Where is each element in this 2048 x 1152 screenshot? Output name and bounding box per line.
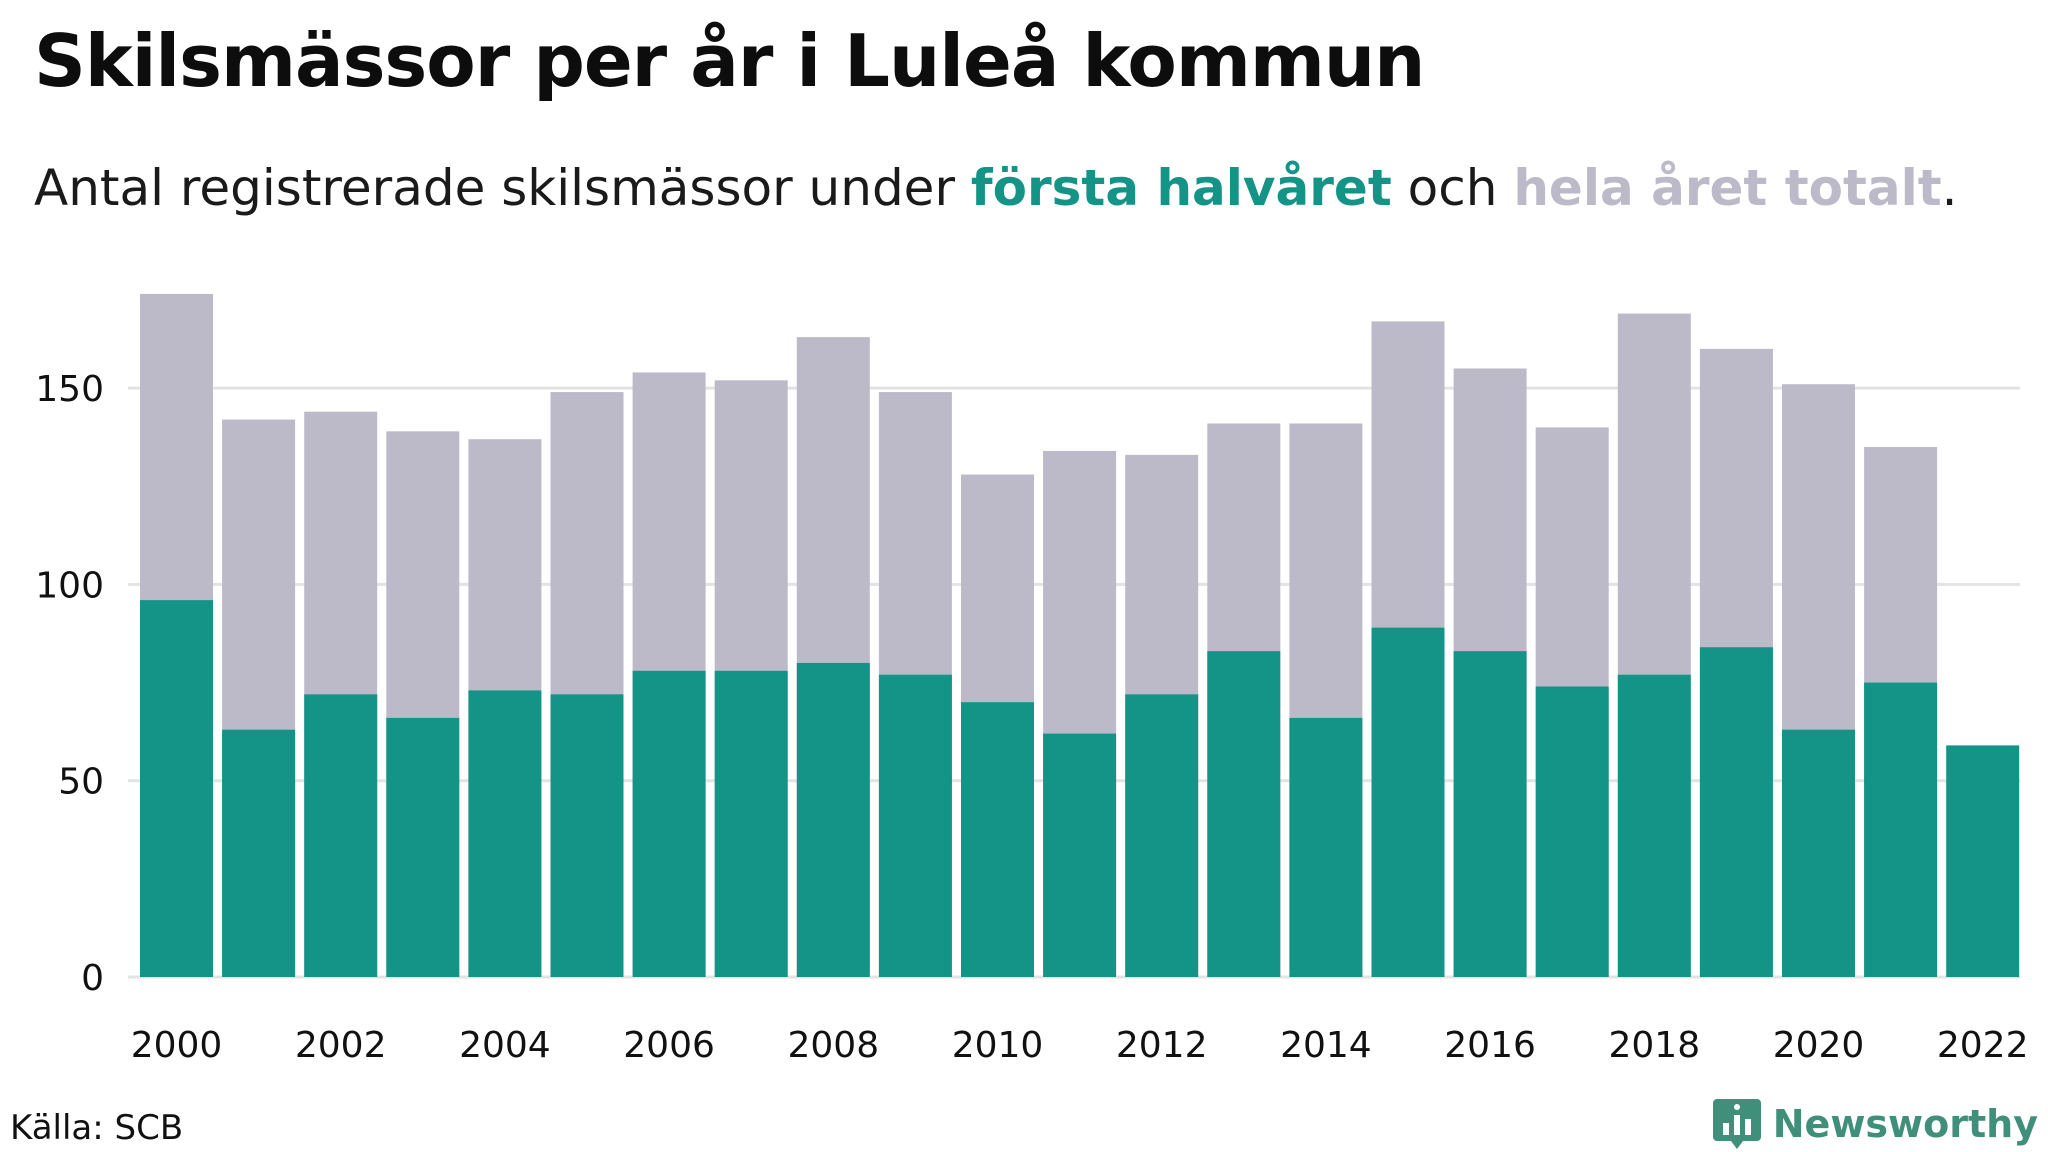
x-tick-label: 2008: [787, 1025, 879, 1066]
bar-first-half-2009: [878, 674, 952, 977]
x-tick-label: 2010: [952, 1025, 1044, 1066]
chart-title: Skilsmässor per år i Luleå kommun: [34, 19, 1425, 103]
newsworthy-logo: Newsworthy: [1712, 1096, 2038, 1152]
newsworthy-logo-icon: [1712, 1099, 1761, 1149]
y-tick-label: 0: [81, 958, 104, 999]
bar-first-half-2018: [1617, 674, 1691, 977]
x-tick-label: 2004: [459, 1025, 551, 1066]
subtitle-suffix: .: [1941, 159, 1958, 217]
bar-first-half-2006: [632, 670, 706, 977]
y-axis-tick-labels: 0 50 100 150: [35, 369, 104, 999]
x-axis-tick-labels: 2000 2002 2004 2006 2008 2010 2012 2014 2016 2018…: [131, 1025, 2029, 1066]
x-tick-label: 2012: [1116, 1025, 1208, 1066]
subtitle-prefix: Antal registrerade skilsmässor under: [34, 159, 971, 217]
x-tick-label: 2018: [1608, 1025, 1700, 1066]
y-tick-label: 100: [35, 565, 104, 606]
chart-subtitle: Antal registrerade skilsmässor under för…: [34, 158, 1958, 218]
bar-first-half-2022: [1946, 745, 2020, 977]
x-tick-label: 2000: [131, 1025, 223, 1066]
x-tick-label: 2002: [295, 1025, 387, 1066]
source-note: Källa: SCB: [10, 1108, 184, 1148]
bar-first-half-2019: [1699, 647, 1773, 977]
bar-first-half-2007: [714, 670, 788, 977]
x-tick-label: 2016: [1444, 1025, 1536, 1066]
bar-first-half-2021: [1864, 682, 1938, 977]
x-tick-label: 2020: [1773, 1025, 1865, 1066]
bars: [140, 293, 2020, 978]
bar-first-half-2015: [1371, 627, 1445, 977]
x-tick-label: 2006: [623, 1025, 715, 1066]
bar-first-half-2000: [140, 600, 213, 977]
subtitle-first-half-highlight: första halvåret: [970, 159, 1392, 217]
brand-name: Newsworthy: [1772, 1102, 2038, 1146]
bar-first-half-2005: [550, 694, 624, 977]
subtitle-total-highlight: hela året totalt: [1513, 159, 1942, 217]
bar-first-half-2003: [386, 717, 460, 977]
bar-first-half-2002: [304, 694, 378, 977]
bar-first-half-2013: [1207, 651, 1281, 977]
bar-first-half-2004: [468, 690, 542, 977]
bar-first-half-2010: [961, 702, 1034, 977]
bar-first-half-2017: [1535, 686, 1609, 977]
bar-first-half-2008: [796, 662, 870, 977]
bar-first-half-2016: [1453, 651, 1527, 977]
bar-first-half-2014: [1289, 717, 1363, 977]
x-tick-label: 2014: [1280, 1025, 1372, 1066]
x-tick-label: 2022: [1937, 1025, 2029, 1066]
bar-first-half-2001: [222, 729, 296, 977]
y-tick-label: 50: [58, 762, 104, 803]
y-tick-label: 150: [35, 369, 104, 410]
bar-first-half-2020: [1782, 729, 1855, 977]
bar-first-half-2012: [1125, 694, 1199, 977]
bar-first-half-2011: [1043, 733, 1117, 977]
subtitle-middle: och: [1391, 159, 1514, 217]
